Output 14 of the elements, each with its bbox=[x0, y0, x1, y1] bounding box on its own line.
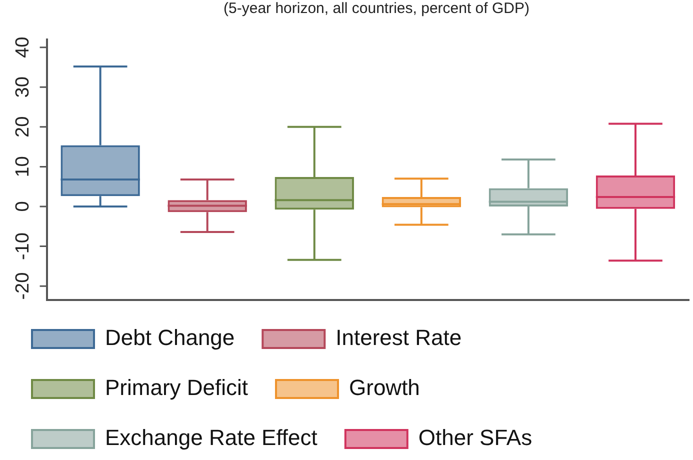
y-tick-label: 20 bbox=[12, 116, 34, 138]
y-tick-label: 10 bbox=[12, 156, 34, 178]
legend-label: Exchange Rate Effect bbox=[105, 425, 318, 450]
legend-label: Interest Rate bbox=[336, 325, 462, 350]
chart-subtitle: (5-year horizon, all countries, percent of GDP) bbox=[222, 0, 530, 17]
legend-label: Debt Change bbox=[105, 325, 235, 350]
y-tick-label: 40 bbox=[12, 36, 34, 58]
legend-label: Primary Deficit bbox=[105, 375, 248, 400]
legend-label: Other SFAs bbox=[418, 425, 532, 450]
legend-label: Growth bbox=[349, 375, 420, 400]
y-tick-label: -10 bbox=[12, 232, 34, 260]
y-tick-label: -20 bbox=[12, 272, 34, 300]
y-tick-label: 0 bbox=[12, 201, 34, 212]
y-tick-label: 30 bbox=[12, 76, 34, 98]
